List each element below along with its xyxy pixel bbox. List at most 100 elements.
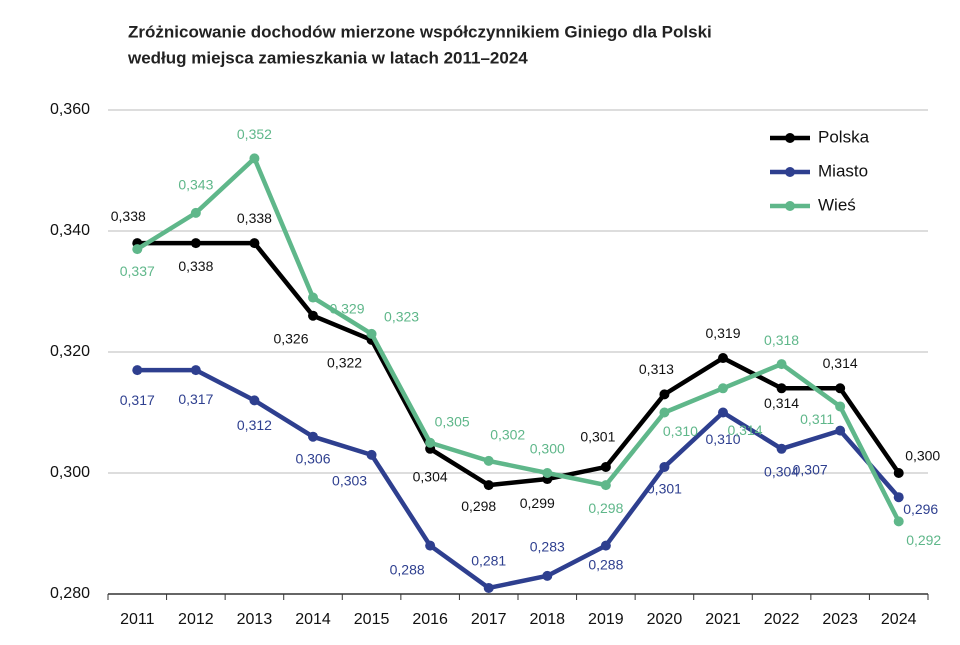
point	[542, 468, 553, 478]
value-label: 0,317	[178, 391, 213, 407]
x-tick-label: 2011	[120, 611, 155, 628]
point	[366, 449, 377, 460]
value-label: 0,314	[764, 395, 799, 411]
y-tick-label: 0,360	[50, 101, 90, 118]
value-label: 0,326	[273, 330, 308, 346]
value-label: 0,352	[237, 126, 272, 142]
legend-marker	[785, 133, 795, 143]
value-label: 0,298	[461, 498, 496, 514]
value-label: 0,338	[178, 258, 213, 274]
value-label: 0,307	[793, 461, 828, 477]
point	[718, 407, 728, 418]
legend-label: Wieś	[818, 195, 856, 214]
point	[893, 492, 904, 503]
value-label: 0,329	[329, 300, 364, 316]
point	[483, 480, 494, 491]
value-label: 0,319	[705, 325, 740, 341]
point	[366, 328, 377, 339]
value-label: 0,304	[764, 464, 799, 480]
value-label: 0,310	[663, 423, 698, 439]
point	[659, 389, 670, 400]
value-label: 0,299	[520, 495, 555, 511]
x-tick-label: 2016	[412, 611, 448, 628]
value-label: 0,337	[120, 263, 155, 279]
value-label: 0,300	[530, 441, 565, 457]
point	[132, 244, 143, 255]
point	[600, 480, 611, 491]
point	[659, 407, 670, 418]
x-tick-label: 2017	[471, 611, 507, 628]
point	[835, 383, 846, 394]
point	[835, 401, 846, 412]
point	[776, 443, 787, 454]
legend-marker	[785, 167, 795, 177]
point	[249, 395, 260, 406]
point	[308, 431, 318, 442]
chart-title: według miejsca zamieszkania w latach 201…	[127, 48, 528, 67]
value-label: 0,296	[903, 501, 938, 517]
point	[659, 461, 670, 472]
point	[249, 238, 260, 249]
x-tick-label: 2021	[705, 611, 741, 628]
value-label: 0,322	[327, 355, 362, 371]
point	[542, 570, 553, 581]
point	[483, 582, 494, 593]
point	[718, 353, 728, 364]
x-tick-label: 2015	[354, 611, 390, 628]
chart-title: Zróżnicowanie dochodów mierzone współczy…	[128, 22, 712, 41]
value-label: 0,288	[588, 556, 623, 572]
legend-label: Miasto	[818, 161, 868, 180]
x-tick-label: 2014	[295, 611, 331, 628]
legend-label: Polska	[818, 127, 870, 146]
value-label: 0,303	[332, 473, 367, 489]
y-tick-label: 0,300	[50, 464, 90, 481]
point	[308, 310, 318, 321]
value-label: 0,338	[237, 210, 272, 226]
point	[600, 461, 611, 472]
value-label: 0,313	[639, 361, 674, 377]
value-label: 0,314	[727, 422, 762, 438]
point	[600, 540, 611, 551]
point	[776, 359, 787, 370]
value-label: 0,302	[490, 427, 525, 443]
legend-marker	[785, 201, 795, 211]
point	[483, 455, 494, 466]
point	[190, 207, 201, 218]
point	[776, 383, 787, 394]
value-label: 0,283	[530, 539, 565, 555]
value-label: 0,343	[178, 177, 213, 193]
x-tick-label: 2018	[529, 611, 565, 628]
point	[132, 365, 143, 376]
y-tick-label: 0,340	[50, 222, 90, 239]
y-tick-label: 0,280	[50, 585, 90, 602]
point	[718, 383, 728, 394]
x-tick-label: 2024	[881, 611, 917, 628]
value-label: 0,306	[295, 450, 330, 466]
value-label: 0,281	[471, 553, 506, 569]
point	[190, 365, 201, 376]
value-label: 0,314	[823, 355, 858, 371]
value-label: 0,301	[580, 429, 615, 445]
x-tick-label: 2022	[764, 611, 800, 628]
point	[425, 540, 436, 551]
value-label: 0,310	[705, 431, 740, 447]
value-label: 0,312	[237, 417, 272, 433]
x-tick-label: 2020	[647, 611, 683, 628]
value-label: 0,323	[384, 309, 419, 325]
x-tick-label: 2013	[237, 611, 273, 628]
point	[190, 238, 201, 249]
value-label: 0,318	[764, 332, 799, 348]
value-label: 0,305	[435, 413, 470, 429]
point	[425, 437, 436, 448]
series-line	[136, 156, 901, 523]
point	[893, 516, 904, 527]
value-label: 0,304	[413, 469, 448, 485]
point	[835, 425, 846, 436]
value-label: 0,317	[120, 392, 155, 408]
x-tick-label: 2019	[588, 611, 624, 628]
x-tick-label: 2012	[178, 611, 214, 628]
value-label: 0,300	[905, 448, 940, 464]
value-label: 0,288	[390, 561, 425, 577]
series-line	[137, 240, 901, 488]
